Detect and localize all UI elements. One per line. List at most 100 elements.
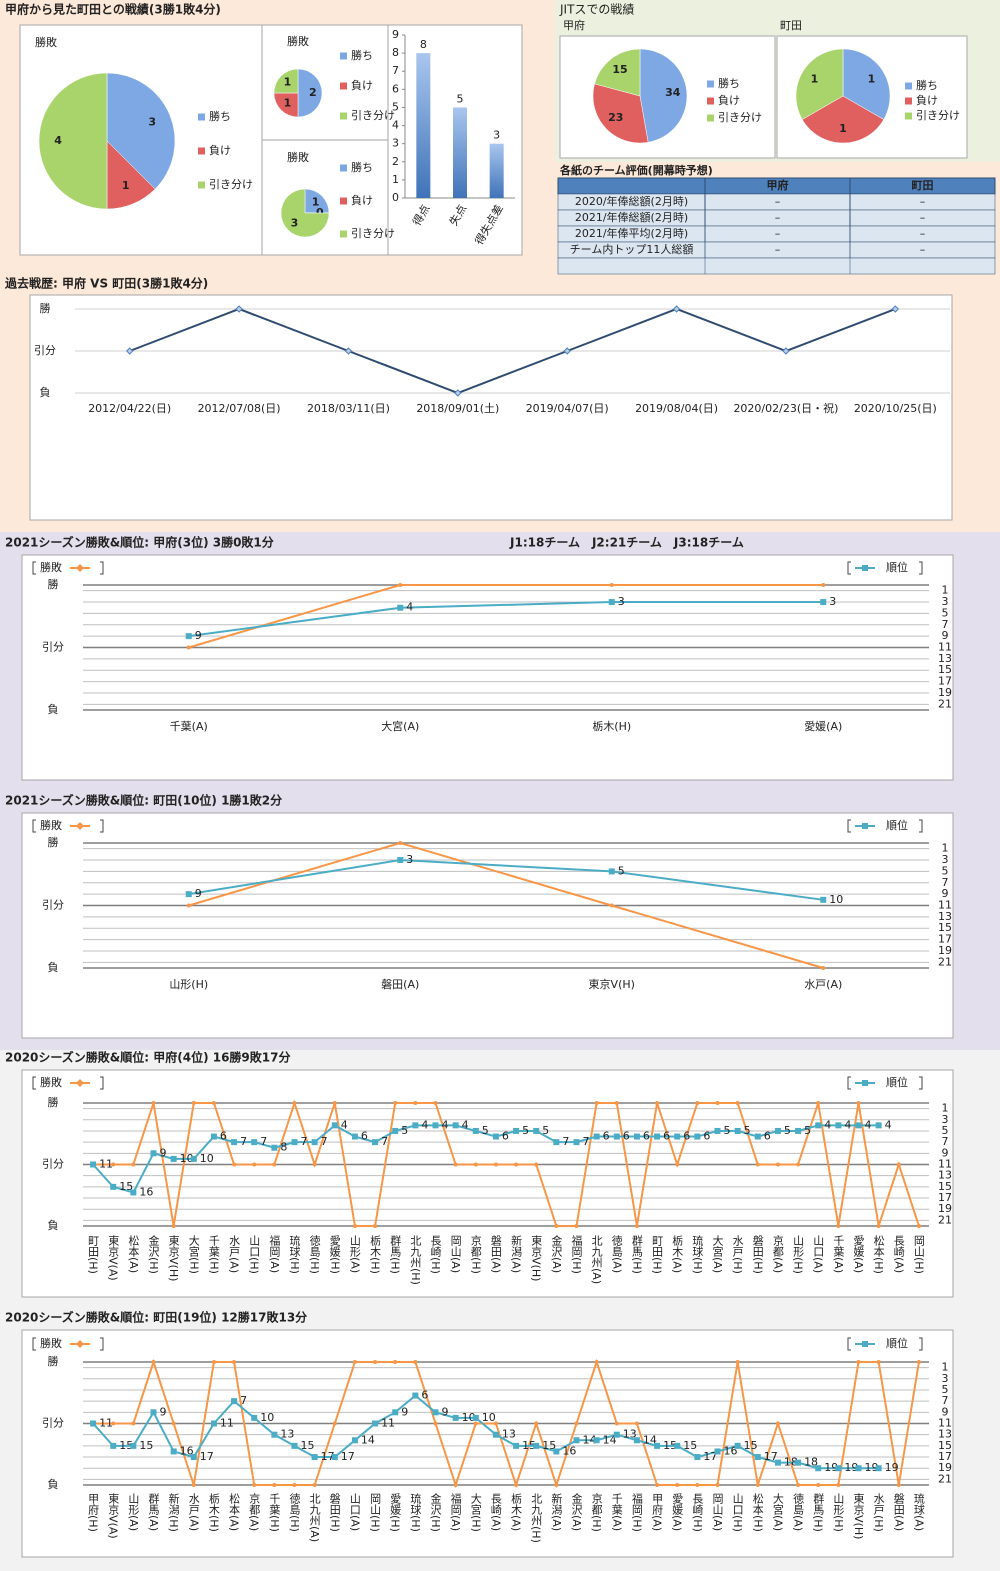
pie-label: 1 [839, 122, 847, 135]
pie-slice [795, 48, 844, 120]
rank-marker [633, 1437, 640, 1444]
result-marker [332, 1421, 337, 1426]
value-label: 19 [824, 1461, 838, 1474]
result-marker [151, 1360, 156, 1364]
y2-tick-label: 7 [942, 1135, 949, 1148]
value-label: 3 [618, 595, 625, 608]
x-tick-label: 千葉(A) [170, 719, 208, 733]
value-label: 11 [220, 1417, 234, 1430]
value-label: 7 [240, 1394, 247, 1407]
legend-bracket [847, 1076, 923, 1090]
pie-slice [592, 83, 649, 144]
value-label: 15 [542, 1439, 556, 1452]
pie-label: 23 [608, 111, 623, 124]
x-tick-label: 愛媛(A) [804, 719, 842, 733]
result-marker [252, 1162, 257, 1167]
y2-tick-label: 1 [942, 1102, 949, 1115]
jit-title: JITスでの戦績 [559, 3, 634, 17]
legend-swatch [340, 197, 347, 205]
result-marker [433, 1421, 438, 1426]
legend-swatch [905, 82, 912, 90]
x-tick-label: 琉球(H) [288, 1234, 301, 1274]
result-marker [634, 1421, 639, 1426]
rank-marker [573, 1437, 580, 1444]
rank-marker [452, 1122, 459, 1129]
y2-tick-label: 17 [938, 675, 952, 688]
value-label: 15 [139, 1439, 153, 1452]
x-tick-label: 東京V(H) [530, 1235, 543, 1282]
result-marker [534, 1162, 539, 1167]
result-marker [735, 1101, 740, 1105]
rank-marker [774, 1459, 781, 1466]
x-tick-label: 琉球(H) [691, 1234, 704, 1274]
y-tick-label: 5 [392, 100, 399, 113]
y2-tick-label: 9 [942, 1405, 949, 1418]
league-note: J1:18チーム J2:21チーム J3:18チーム [509, 536, 744, 550]
x-tick-label: 山形(H) [169, 978, 208, 991]
y-tick-label: 勝 [48, 1354, 59, 1368]
rank-marker [90, 1161, 97, 1168]
rank-marker [573, 1139, 580, 1146]
y2-tick-label: 3 [942, 595, 949, 608]
x-tick-label: 岡山(H) [912, 1235, 925, 1274]
pie-slice [801, 95, 885, 144]
legend-swatch [905, 97, 912, 105]
value-label: 10 [462, 1411, 476, 1424]
rank-marker [392, 1409, 399, 1416]
rank-marker [251, 1139, 258, 1146]
value-label: 7 [562, 1135, 569, 1148]
value-label: 6 [361, 1130, 368, 1143]
x-tick-label: 群馬(H) [630, 1234, 643, 1274]
rank-marker [674, 1442, 681, 1449]
value-label: 6 [643, 1130, 650, 1143]
result-marker [344, 347, 353, 355]
rank-marker [613, 1133, 620, 1140]
result-marker [292, 1483, 297, 1487]
result-marker [171, 1421, 176, 1426]
y-tick-label: 引分 [42, 1416, 64, 1430]
result-marker [755, 1483, 760, 1487]
rank-marker [875, 1465, 882, 1472]
result-marker [191, 1101, 196, 1105]
rank-marker [412, 1392, 419, 1399]
y-tick-label: 引分 [42, 1157, 64, 1171]
legend-marker [76, 564, 84, 572]
rank-marker [190, 1155, 197, 1162]
x-tick-label: 松本(A) [127, 1234, 140, 1273]
rank-marker [291, 1442, 298, 1449]
legend-label: 負け [351, 79, 373, 92]
y-tick-label: 3 [392, 137, 399, 150]
value-label: 18 [784, 1456, 798, 1469]
x-tick-label: 千葉(H) [268, 1493, 281, 1532]
result-marker [856, 1101, 861, 1105]
rank-marker [633, 1133, 640, 1140]
y-tick-label: 引分 [42, 640, 64, 654]
result-marker [891, 305, 900, 313]
legend-label: 勝ち [351, 160, 373, 174]
rank-marker [608, 599, 615, 606]
y2-tick-label: 15 [938, 1439, 952, 1452]
y2-tick-label: 5 [942, 864, 949, 877]
rank-marker [190, 1454, 197, 1461]
rank-marker [472, 1414, 479, 1421]
rank-marker [397, 604, 404, 611]
result-marker [821, 966, 826, 970]
result-marker [235, 305, 243, 313]
rank-marker [774, 1127, 781, 1134]
rank-marker [170, 1155, 177, 1162]
value-label: 4 [442, 1118, 449, 1131]
pie-slice [106, 72, 176, 190]
value-label: 15 [119, 1439, 133, 1452]
x-tick-label: 大宮(A) [711, 1234, 724, 1273]
x-tick-label: 京都(A) [771, 1234, 784, 1273]
x-tick-label: 愛媛(H) [389, 1493, 402, 1532]
rank-marker [835, 1465, 842, 1472]
value-label: 4 [885, 1118, 892, 1131]
x-tick-label: 町田(H) [651, 1235, 664, 1274]
x-tick-label: 山形(H) [792, 1235, 805, 1274]
y2-tick-label: 11 [938, 641, 952, 654]
chart-title: 2020シーズン勝敗&順位: 町田(19位) 12勝17敗13分 [5, 1310, 307, 1325]
result-marker [332, 1101, 337, 1105]
rank-marker [820, 599, 827, 606]
x-tick-label: 東京V(A) [107, 1493, 120, 1539]
